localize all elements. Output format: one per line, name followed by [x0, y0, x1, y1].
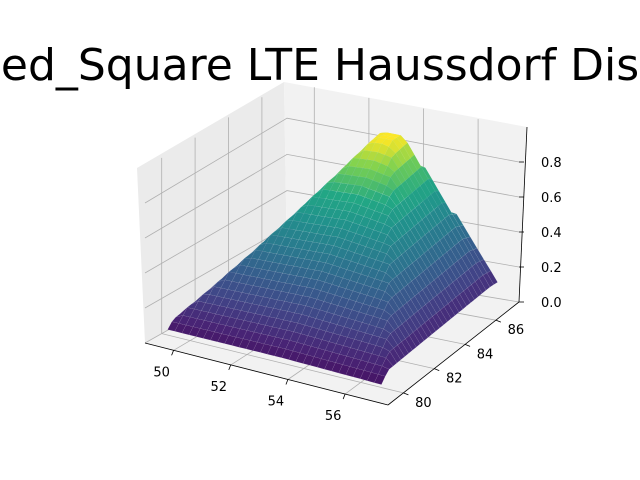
- surface-cell: [444, 303, 456, 319]
- y-axis-line: [387, 301, 520, 406]
- surface-cell: [482, 272, 494, 288]
- y-tick-label: 84: [477, 347, 494, 362]
- surface-mesh: [167, 132, 498, 385]
- surface-cell: [447, 300, 460, 316]
- surface-cell: [451, 297, 463, 313]
- axis-ticks: 50 52 54 56 80 82 84 86 0.0 0.2 0.4 0.6 0.8: [153, 156, 561, 424]
- chart-title: ed_Square LTE Haussdorf Dis: [1, 40, 639, 91]
- z-tick-label: 0.4: [541, 226, 562, 241]
- x-tick-label: 52: [210, 380, 227, 395]
- x-tick-mark: [285, 379, 289, 385]
- z-axis-line: [518, 126, 528, 303]
- y-tick-label: 82: [446, 372, 463, 387]
- surface-cell: [478, 274, 491, 291]
- surface-cell: [486, 270, 498, 285]
- y-tick-label: 80: [415, 396, 432, 411]
- surface-cell: [374, 374, 386, 385]
- z-gridline: [144, 117, 520, 204]
- y-tick-mark: [464, 344, 471, 347]
- y-tick-mark: [434, 368, 440, 372]
- z-tick-label: 0.2: [541, 261, 562, 276]
- surface-cell: [471, 281, 483, 297]
- surface-cell: [459, 290, 471, 307]
- z-tick-label: 0.8: [541, 156, 562, 171]
- y-tick-mark: [495, 319, 502, 323]
- z-tick-label: 0.0: [541, 296, 562, 311]
- surface-cell: [467, 284, 479, 300]
- y-tick-label: 86: [508, 323, 525, 338]
- z-gridline: [144, 153, 520, 239]
- surface-cell: [475, 278, 487, 294]
- x-tick-label: 54: [268, 394, 285, 409]
- x-axis-line: [144, 342, 389, 406]
- x-tick-mark: [228, 364, 232, 371]
- y-tick-mark: [403, 392, 409, 396]
- x-tick-label: 56: [325, 409, 342, 424]
- z-tick-label: 0.6: [541, 191, 562, 206]
- x-tick-label: 50: [153, 365, 170, 380]
- surface-cell: [463, 287, 475, 304]
- x-tick-mark: [342, 393, 346, 400]
- x-tick-mark: [171, 350, 174, 356]
